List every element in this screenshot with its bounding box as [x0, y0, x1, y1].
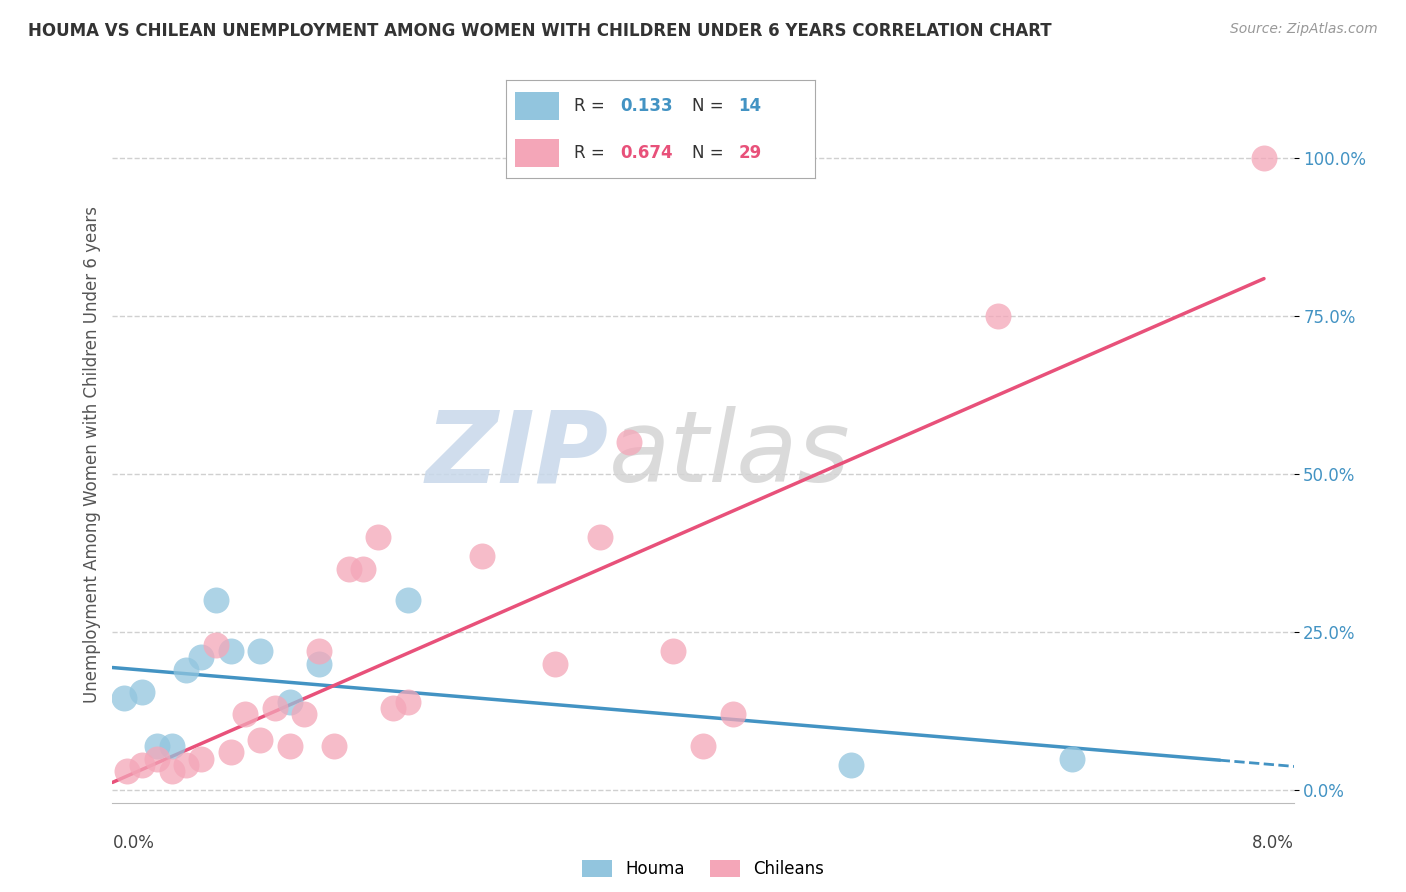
Point	[146, 739, 169, 753]
Point	[264, 701, 287, 715]
Text: N =: N =	[692, 144, 728, 161]
Text: N =: N =	[692, 97, 728, 115]
Point	[190, 650, 212, 665]
Legend: Houma, Chileans: Houma, Chileans	[575, 854, 831, 885]
Point	[337, 562, 360, 576]
Point	[323, 739, 346, 753]
Point	[352, 562, 374, 576]
Bar	[516, 139, 558, 167]
Point	[278, 695, 301, 709]
Point	[146, 751, 169, 765]
Point	[662, 644, 685, 658]
Text: 8.0%: 8.0%	[1251, 834, 1294, 852]
Point	[205, 593, 228, 607]
Point	[692, 739, 714, 753]
Point	[174, 757, 197, 772]
Point	[396, 593, 419, 607]
Point	[160, 739, 183, 753]
Text: R =: R =	[574, 144, 610, 161]
Point	[367, 530, 389, 544]
Text: Source: ZipAtlas.com: Source: ZipAtlas.com	[1230, 22, 1378, 37]
Point	[249, 732, 271, 747]
Text: 14: 14	[738, 97, 761, 115]
Point	[292, 707, 315, 722]
Point	[190, 751, 212, 765]
Point	[160, 764, 183, 779]
Text: 0.674: 0.674	[620, 144, 673, 161]
Point	[131, 685, 153, 699]
Text: 0.0%: 0.0%	[112, 834, 155, 852]
Point	[278, 739, 301, 753]
Point	[112, 691, 135, 706]
Point	[1253, 151, 1275, 165]
Point	[471, 549, 494, 563]
Point	[308, 644, 330, 658]
Text: R =: R =	[574, 97, 610, 115]
Bar	[516, 92, 558, 120]
Point	[619, 435, 641, 450]
Point	[721, 707, 744, 722]
Point	[1062, 751, 1084, 765]
Point	[131, 757, 153, 772]
Text: ZIP: ZIP	[426, 407, 609, 503]
Point	[219, 644, 242, 658]
Point	[117, 764, 138, 779]
Point	[233, 707, 256, 722]
Point	[174, 663, 197, 677]
Text: atlas: atlas	[609, 407, 851, 503]
Point	[987, 309, 1010, 323]
Y-axis label: Unemployment Among Women with Children Under 6 years: Unemployment Among Women with Children U…	[83, 206, 101, 704]
Point	[382, 701, 405, 715]
Point	[249, 644, 271, 658]
Text: 29: 29	[738, 144, 762, 161]
Point	[205, 638, 228, 652]
Text: HOUMA VS CHILEAN UNEMPLOYMENT AMONG WOMEN WITH CHILDREN UNDER 6 YEARS CORRELATIO: HOUMA VS CHILEAN UNEMPLOYMENT AMONG WOME…	[28, 22, 1052, 40]
Point	[219, 745, 242, 759]
Point	[396, 695, 419, 709]
Point	[588, 530, 610, 544]
Point	[308, 657, 330, 671]
Text: 0.133: 0.133	[620, 97, 673, 115]
Point	[839, 757, 862, 772]
Point	[544, 657, 567, 671]
